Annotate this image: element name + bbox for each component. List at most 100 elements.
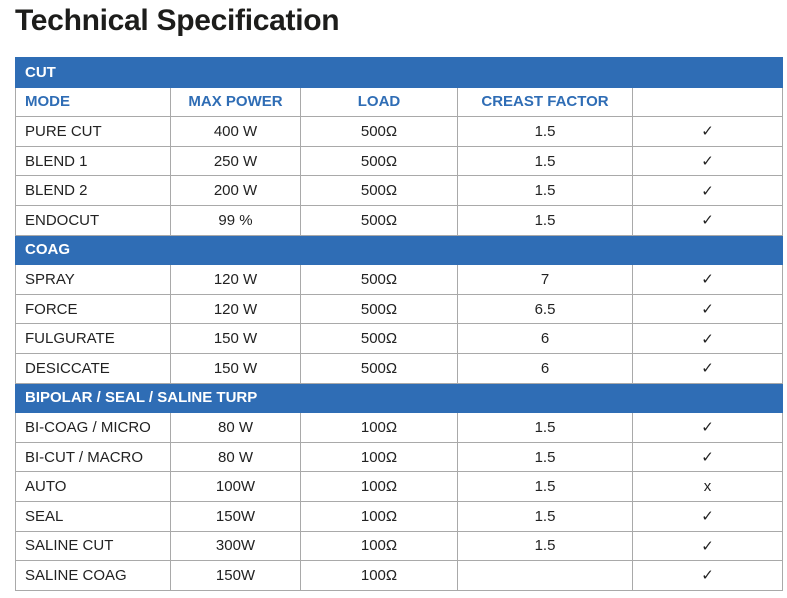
cell-check: ✓ [632, 264, 784, 295]
cell-crest-factor: 1.5 [456, 471, 634, 502]
cell-max-power: 200 W [170, 175, 301, 206]
cell-check: ✓ [632, 352, 784, 384]
cell-max-power: 80 W [170, 412, 301, 443]
data-row: FORCE 120 W 500Ω 6.5 ✓ [15, 293, 784, 325]
section-title: BIPOLAR / SEAL / SALINE TURP [14, 382, 634, 414]
cell-load: 500Ω [300, 293, 458, 325]
data-row: BLEND 1 250 W 500Ω 1.5 ✓ [15, 145, 784, 177]
header-row: MODE MAX POWER LOAD CREAST FACTOR [15, 86, 784, 118]
cell-check: ✓ [632, 145, 784, 177]
column-header: LOAD [300, 86, 458, 118]
cell-crest-factor: 1.5 [456, 500, 634, 532]
data-row: BI-CUT / MACRO 80 W 100Ω 1.5 ✓ [15, 441, 784, 473]
cell-crest-factor: 1.5 [456, 412, 634, 443]
cell-crest-factor: 1.5 [456, 175, 634, 206]
section-row: COAG [14, 234, 784, 266]
page-title: Technical Specification [15, 4, 340, 37]
cell-load: 100Ω [300, 530, 458, 562]
cell-mode: SPRAY [15, 264, 171, 295]
cell-max-power: 400 W [170, 116, 301, 147]
cell-check: ✓ [632, 412, 784, 443]
cell-mode: AUTO [15, 471, 171, 502]
column-header [632, 86, 784, 118]
data-row: SEAL 150W 100Ω 1.5 ✓ [15, 500, 784, 532]
cell-max-power: 120 W [170, 293, 301, 325]
cell-load: 500Ω [300, 264, 458, 295]
cell-crest-factor: 1.5 [456, 530, 634, 562]
data-row: DESICCATE 150 W 500Ω 6 ✓ [15, 352, 784, 384]
section-cell [632, 57, 784, 88]
data-row: SALINE CUT 300W 100Ω 1.5 ✓ [15, 530, 784, 562]
cell-mode: BI-CUT / MACRO [15, 441, 171, 473]
cell-mode: DESICCATE [15, 352, 171, 384]
data-row: FULGURATE 150 W 500Ω 6 ✓ [15, 323, 784, 354]
table-body: CUT MODE MAX POWER LOAD CREAST FACTOR PURE CU… [14, 57, 784, 591]
cell-crest-factor: 1.5 [456, 204, 634, 236]
data-row: BLEND 2 200 W 500Ω 1.5 ✓ [15, 175, 784, 206]
cell-mode: SALINE CUT [15, 530, 171, 562]
cell-check: ✓ [632, 116, 784, 147]
section-title: CUT [14, 57, 634, 88]
cell-mode: BLEND 2 [15, 175, 171, 206]
cell-check: ✓ [632, 204, 784, 236]
cell-load: 500Ω [300, 145, 458, 177]
cell-mode: BLEND 1 [15, 145, 171, 177]
cell-mode: SALINE COAG [15, 560, 171, 591]
section-title: COAG [14, 234, 634, 266]
data-row: SPRAY 120 W 500Ω 7 ✓ [15, 264, 784, 295]
cell-max-power: 150 W [170, 352, 301, 384]
column-header: MAX POWER [170, 86, 301, 118]
cell-max-power: 300W [170, 530, 301, 562]
cell-load: 500Ω [300, 175, 458, 206]
cell-max-power: 99 % [170, 204, 301, 236]
cell-max-power: 250 W [170, 145, 301, 177]
cell-load: 500Ω [300, 116, 458, 147]
cell-check: ✓ [632, 500, 784, 532]
cell-load: 100Ω [300, 412, 458, 443]
data-row: AUTO 100W 100Ω 1.5 x [15, 471, 784, 502]
cell-max-power: 150W [170, 500, 301, 532]
cell-crest-factor: 6 [456, 352, 634, 384]
cell-max-power: 100W [170, 471, 301, 502]
section-row: CUT [14, 57, 784, 88]
cell-crest-factor: 6 [456, 323, 634, 354]
cell-load: 100Ω [300, 560, 458, 591]
cell-mode: FULGURATE [15, 323, 171, 354]
cell-check: x [632, 471, 784, 502]
cell-load: 500Ω [300, 352, 458, 384]
data-row: ENDOCUT 99 % 500Ω 1.5 ✓ [15, 204, 784, 236]
cell-crest-factor: 7 [456, 264, 634, 295]
cell-mode: SEAL [15, 500, 171, 532]
cell-max-power: 80 W [170, 441, 301, 473]
cell-crest-factor: 1.5 [456, 116, 634, 147]
cell-mode: BI-COAG / MICRO [15, 412, 171, 443]
cell-check: ✓ [632, 175, 784, 206]
column-header: MODE [15, 86, 171, 118]
cell-mode: ENDOCUT [15, 204, 171, 236]
cell-check: ✓ [632, 323, 784, 354]
data-row: PURE CUT 400 W 500Ω 1.5 ✓ [15, 116, 784, 147]
cell-max-power: 150W [170, 560, 301, 591]
cell-load: 500Ω [300, 323, 458, 354]
cell-check: ✓ [632, 293, 784, 325]
cell-crest-factor [456, 560, 634, 591]
cell-crest-factor: 1.5 [456, 145, 634, 177]
column-header: CREAST FACTOR [456, 86, 634, 118]
cell-check: ✓ [632, 530, 784, 562]
cell-mode: FORCE [15, 293, 171, 325]
cell-check: ✓ [632, 441, 784, 473]
cell-load: 100Ω [300, 471, 458, 502]
data-row: BI-COAG / MICRO 80 W 100Ω 1.5 ✓ [15, 412, 784, 443]
cell-max-power: 120 W [170, 264, 301, 295]
cell-check: ✓ [632, 560, 784, 591]
data-row: SALINE COAG 150W 100Ω ✓ [15, 560, 784, 591]
section-cell [632, 382, 784, 414]
cell-mode: PURE CUT [15, 116, 171, 147]
cell-load: 500Ω [300, 204, 458, 236]
spec-table: CUT MODE MAX POWER LOAD CREAST FACTOR PURE CU… [14, 57, 784, 591]
cell-crest-factor: 6.5 [456, 293, 634, 325]
cell-load: 100Ω [300, 500, 458, 532]
section-row: BIPOLAR / SEAL / SALINE TURP [14, 382, 784, 414]
cell-crest-factor: 1.5 [456, 441, 634, 473]
